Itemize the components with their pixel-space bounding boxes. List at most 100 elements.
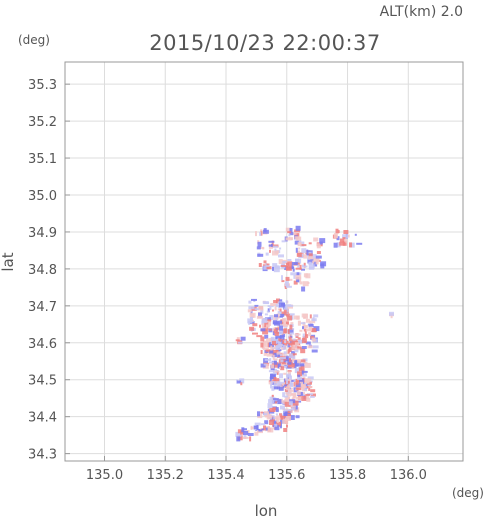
echo-cell [284,384,288,387]
echo-cell [273,329,277,334]
echo-cell [260,328,266,332]
echo-cell [260,411,264,414]
echo-cell [274,423,278,427]
echo-cell [273,358,278,361]
echo-cell [288,234,291,237]
echo-cell [242,436,249,439]
echo-cell [278,323,283,326]
echo-cell [279,247,282,250]
echo-cell [281,415,284,420]
echo-cell [291,379,296,382]
echo-cell [280,359,284,363]
echo-cell [344,238,348,243]
echo-cell [256,315,263,319]
echo-cell [297,337,301,341]
echo-cell [333,242,338,248]
echo-cell [301,268,305,271]
echo-cell [302,333,305,338]
echo-cell [276,313,280,319]
echo-cell [291,363,295,368]
echo-cell [272,309,274,312]
echo-cell [308,253,313,257]
echo-cell [315,259,319,265]
echo-cell [295,380,299,385]
echo-cell [265,324,270,328]
echo-cell [292,394,296,399]
echo-cell [281,352,286,357]
echo-cell [247,309,252,313]
echo-cell [278,254,284,258]
echo-cell [281,240,286,243]
echo-cell [292,338,296,341]
echo-cell [274,338,281,343]
echo-cell [298,367,302,372]
echo-cell [304,362,311,368]
echo-cell [270,380,277,385]
echo-cell [277,250,280,253]
y-tick-label: 35.3 [28,78,57,93]
echo-cell [267,317,271,321]
echo-cell [277,363,280,369]
echo-cell [284,343,288,346]
echo-cell [296,386,302,391]
echo-cell [308,256,313,260]
echo-cell [272,327,275,333]
echo-cell [273,398,280,401]
echo-cell [389,311,394,316]
echo-cell [276,371,279,375]
echo-cell [262,317,268,323]
echo-cell [270,303,277,306]
echo-cell [274,332,279,337]
echo-cell [258,246,265,249]
echo-cell [269,358,272,362]
echo-cell [247,318,253,324]
echo-cell [295,361,301,367]
echo-cell [286,385,290,391]
echo-cell [312,328,317,333]
echo-cell [279,361,283,364]
echo-cell [343,230,349,234]
echo-cell [319,241,323,245]
echo-cell [272,377,277,381]
echo-cell [276,421,281,426]
y-tick-label: 34.3 [28,448,57,463]
echo-cell [265,349,270,352]
echo-cell [308,386,311,391]
echo-cell [320,261,327,267]
echo-cell [283,428,288,432]
echo-cell [281,302,285,306]
echo-cell [300,241,305,247]
echo-cell [272,340,276,345]
echo-cell [270,384,272,389]
echo-cell [296,391,301,396]
x-tick-label: 135.2 [147,468,184,483]
echo-cell [303,265,308,268]
echo-cell [300,322,306,325]
echo-cell [254,304,259,307]
echo-cell [262,229,269,234]
echo-cell [273,267,280,273]
echo-cell [282,335,285,340]
echo-cell [286,308,289,312]
echo-cell [269,396,275,400]
echo-cell [272,266,274,271]
echo-cell [299,363,305,367]
echo-cell [277,324,281,329]
echo-cell [279,334,284,337]
echo-cell [311,337,316,342]
echo-cell [280,265,287,267]
echo-cell [318,259,321,262]
echo-cell [235,431,242,437]
echo-cell [250,426,256,429]
echo-cell [282,385,285,388]
echo-cell [265,265,270,268]
echo-cell [308,326,313,330]
echo-cell [308,264,315,270]
echo-cell [264,340,268,343]
echo-cell [284,340,287,343]
echo-cell [270,374,276,380]
echo-cell [309,380,313,383]
echo-cell [277,341,282,346]
echo-cell [275,265,281,269]
echo-cell [278,386,284,391]
